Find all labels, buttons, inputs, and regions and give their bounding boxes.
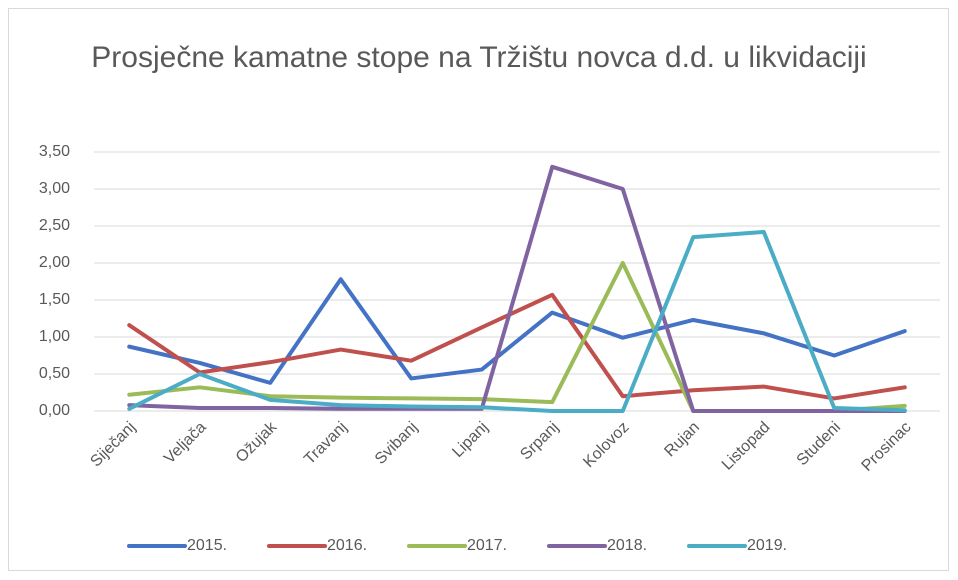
y-tick-label: 1,50 xyxy=(39,291,70,308)
y-tick-label: 3,00 xyxy=(39,180,70,197)
chart-border xyxy=(8,8,949,571)
y-tick-label: 0,00 xyxy=(39,402,70,419)
legend-label: 2018. xyxy=(607,537,647,554)
y-tick-label: 2,50 xyxy=(39,217,70,234)
legend-label: 2016. xyxy=(327,537,367,554)
y-tick-label: 2,00 xyxy=(39,254,70,271)
series-line xyxy=(127,292,907,401)
legend-label: 2019. xyxy=(747,537,787,554)
y-tick-label: 3,50 xyxy=(39,143,70,160)
y-tick-label: 1,00 xyxy=(39,328,70,345)
chart-title: Prosječne kamatne stope na Tržištu novca… xyxy=(91,41,867,74)
y-tick-label: 0,50 xyxy=(39,365,70,382)
legend-label: 2017. xyxy=(467,537,507,554)
series-line xyxy=(127,164,907,413)
series-line xyxy=(127,229,907,413)
series-line xyxy=(127,277,907,385)
legend-label: 2015. xyxy=(187,537,227,554)
